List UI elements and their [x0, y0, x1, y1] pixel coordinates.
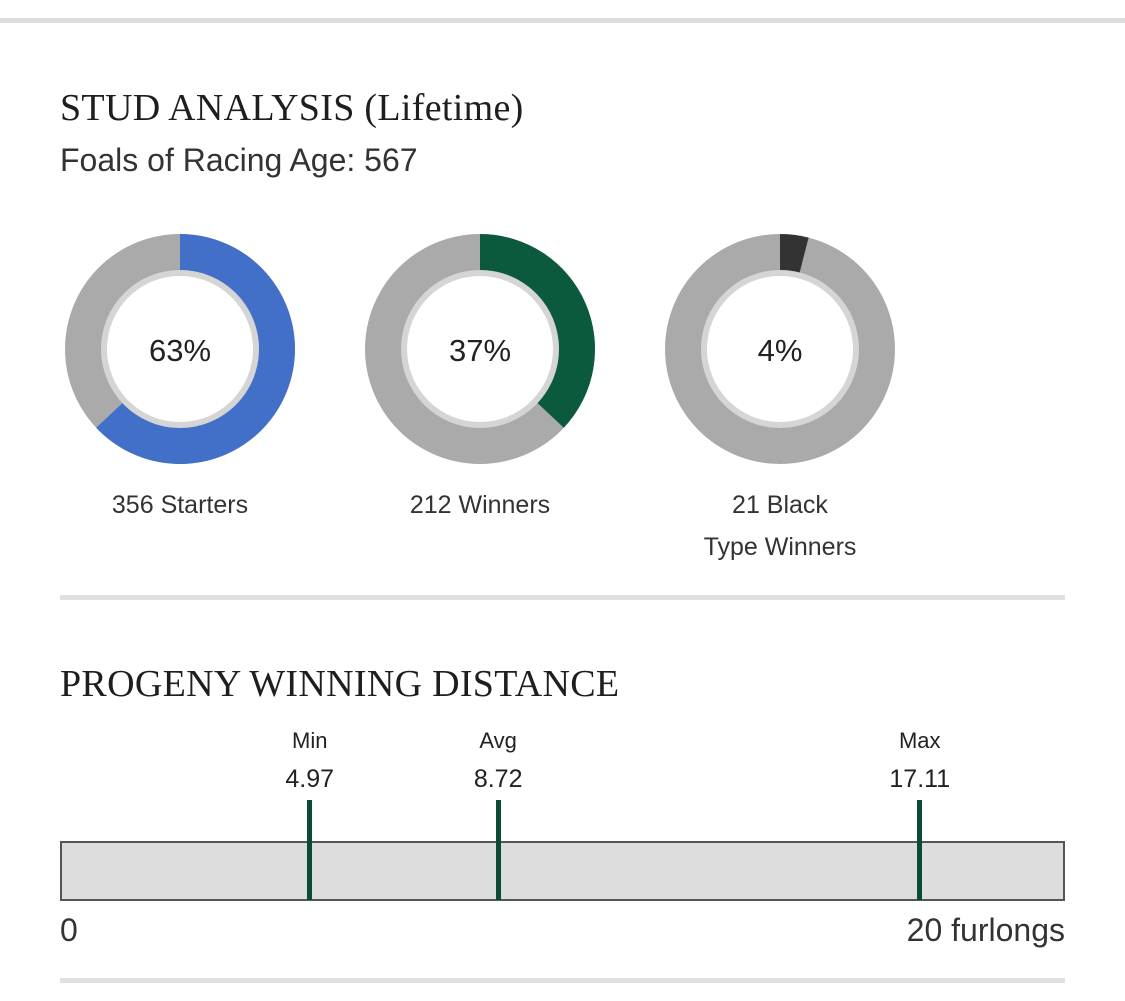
max-value: 17.11 — [889, 765, 951, 793]
starters-donut: 63% — [65, 234, 295, 464]
progeny-winning-distance-title: PROGENY WINNING DISTANCE — [60, 663, 620, 705]
top-divider — [0, 18, 1125, 23]
starters-donut-center — [107, 276, 253, 422]
avg-marker — [495, 800, 501, 900]
starters-caption: 356 Starters — [111, 491, 249, 519]
black-type-winners-caption: 21 Black Type Winners — [630, 484, 930, 568]
winners-caption: 212 Winners — [409, 491, 551, 519]
black-type-winners-donut-slice — [780, 234, 809, 273]
axis-min-label: 0 — [60, 912, 78, 948]
black-type-winners-percent-label: 4% — [758, 333, 803, 368]
starters-percent-label: 63% — [149, 333, 211, 368]
winners-percent-label: 37% — [449, 333, 511, 368]
avg-label: Avg — [479, 728, 517, 753]
axis-max-label: 20 furlongs — [906, 912, 1065, 948]
max-marker — [917, 800, 923, 900]
avg-value: 8.72 — [473, 765, 523, 793]
min-value: 4.97 — [285, 765, 335, 793]
stud-analysis-title: STUD ANALYSIS (Lifetime) — [60, 87, 524, 129]
black-type-caption-line-2: Type Winners — [703, 533, 857, 561]
section-divider — [60, 595, 1065, 600]
bottom-divider — [60, 978, 1065, 983]
winners-donut-center — [407, 276, 553, 422]
starters-donut-slice — [96, 234, 295, 464]
foals-of-racing-age: Foals of Racing Age: 567 — [60, 142, 418, 178]
min-label: Min — [292, 728, 328, 753]
black-type-winners-donut: 4% — [665, 234, 895, 464]
black-type-winners-donut-center — [707, 276, 853, 422]
min-marker — [307, 800, 313, 900]
max-label: Max — [898, 728, 941, 753]
black-type-caption-line-1: 21 Black — [732, 491, 828, 519]
winners-donut: 37% — [365, 234, 595, 464]
distance-range-bar — [60, 841, 1065, 901]
winners-donut-slice — [480, 234, 595, 428]
